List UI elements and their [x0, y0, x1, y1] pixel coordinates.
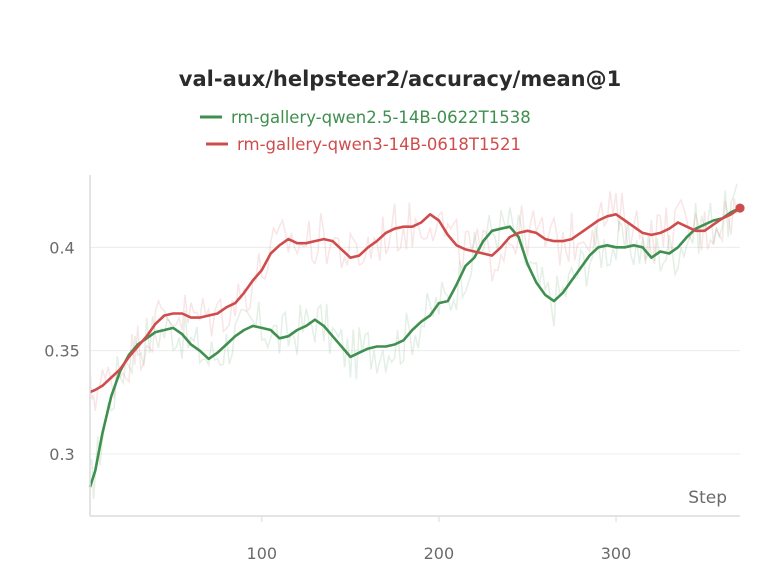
tick-labels: 0.3 0.35 0.4 100 200 300 — [44, 238, 631, 563]
y-tick-label-2: 0.4 — [49, 238, 74, 257]
x-tick-label-1: 200 — [424, 544, 455, 563]
grid — [90, 246, 740, 455]
x-tick-label-0: 100 — [247, 544, 278, 563]
raw-series-1 — [89, 191, 738, 411]
legend-label-0: rm-gallery-qwen2.5-14B-0622T1538 — [231, 108, 531, 127]
y-tick-label-1: 0.35 — [44, 342, 80, 361]
series-end-point-1[interactable] — [735, 203, 745, 213]
series-line-1[interactable] — [89, 207, 741, 394]
y-tick-label-0: 0.3 — [49, 445, 74, 464]
legend: rm-gallery-qwen2.5-14B-0622T1538 rm-gall… — [200, 108, 531, 154]
legend-label-1: rm-gallery-qwen3-14B-0618T1521 — [237, 135, 521, 154]
legend-item-1[interactable]: rm-gallery-qwen3-14B-0618T1521 — [206, 135, 521, 154]
raw-series-0 — [89, 183, 738, 500]
x-tick-label-2: 300 — [601, 544, 632, 563]
legend-item-0[interactable]: rm-gallery-qwen2.5-14B-0622T1538 — [200, 108, 531, 127]
chart-title: val-aux/helpsteer2/accuracy/mean@1 — [179, 67, 621, 91]
series-line-0[interactable] — [88, 206, 741, 488]
smoothed-series-layer — [88, 203, 745, 488]
axes — [89, 175, 740, 517]
x-axis-label: Step — [688, 488, 727, 508]
